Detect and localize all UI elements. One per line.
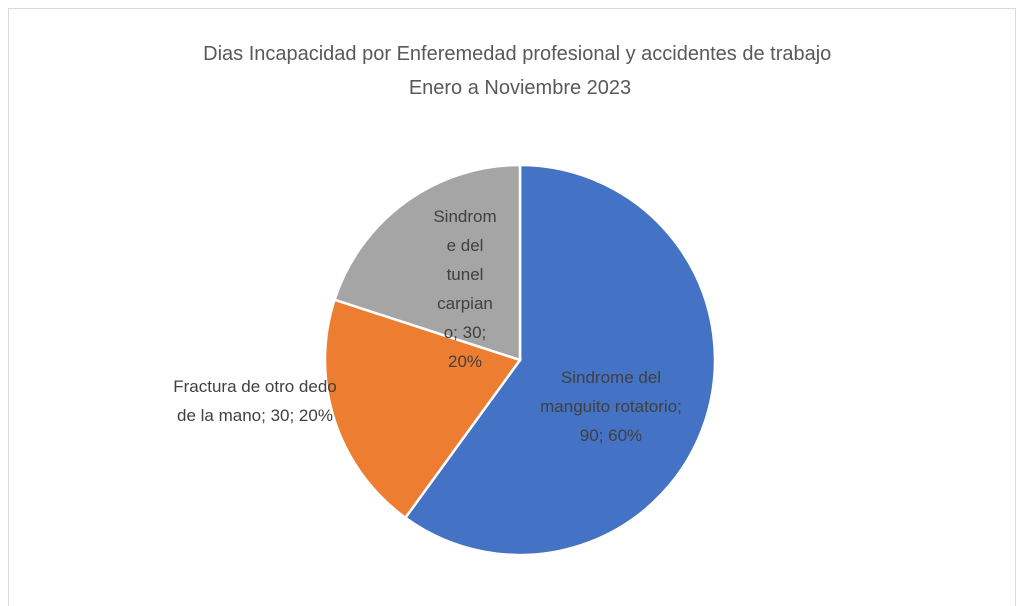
label-line: de la mano; 30; 20% <box>177 406 333 425</box>
pie-slice <box>403 163 717 557</box>
label-line: Fractura de otro dedo <box>173 377 336 396</box>
title-line: Dias Incapacidad por Enferemedad profesi… <box>203 43 831 65</box>
label-line: o; 30; <box>444 323 487 342</box>
pie-slice <box>323 298 523 520</box>
label-line: manguito rotatorio; <box>540 397 682 416</box>
label-line: 20% <box>448 352 482 371</box>
label-line: tunel <box>447 265 484 284</box>
data-label: Sindrome del manguito rotatorio; 90; 60% <box>540 368 682 445</box>
chart-title: Dias Incapacidad por Enferemedad profesi… <box>203 43 837 99</box>
label-line: e del <box>447 236 484 255</box>
data-label: Sindrom e del tunel carpian o; 30; 20% <box>433 207 496 371</box>
label-line: Sindrome del <box>561 368 661 387</box>
label-line: 90; 60% <box>580 426 642 445</box>
data-label: Fractura de otro dedo de la mano; 30; 20% <box>173 377 336 425</box>
label-line: carpian <box>437 294 493 313</box>
pie-slice <box>332 163 522 362</box>
title-line: Enero a Noviembre 2023 <box>409 77 631 99</box>
label-line: Sindrom <box>433 207 496 226</box>
